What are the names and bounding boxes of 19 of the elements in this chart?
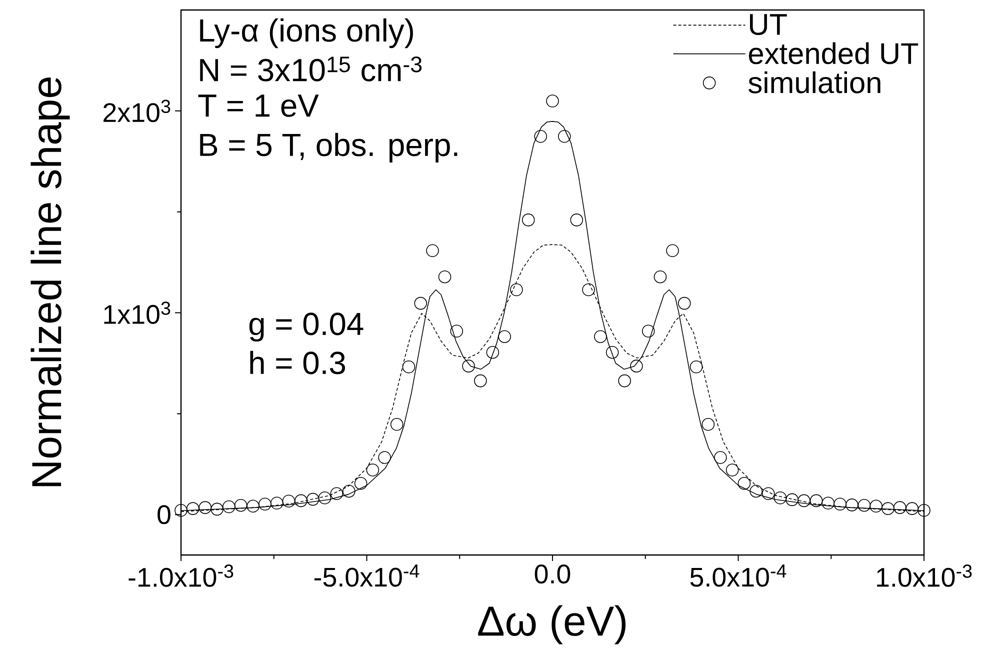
annotation: N = 3x10$^{15}$ cm$^{-3}$ [200,56,422,82]
annotation: g = 0.04 [249,312,364,342]
legend-label: UT [750,14,787,36]
x-tick-label: -5.0x10$^{-4}$ [314,564,420,587]
y-tick-label: 0 [158,505,170,524]
annotation: Ly-α (ions only) [200,18,413,48]
legend-label: extended UT [748,42,918,64]
y-tick-label: 1x10$^{3}$ [104,302,170,324]
y-axis-title: Normalized line shape [30,77,70,486]
x-axis-title: Δω (eV) [478,605,626,644]
x-tick-label: 5.0x10$^{-4}$ [690,564,786,587]
x-tick-label: 0.0 [534,564,570,584]
annotation: B = 5 T, obs. perp. [200,132,458,163]
legend-label: simulation [748,71,880,94]
x-tick-label: -1.0x10$^{-3}$ [128,564,234,587]
annotation: T = 1 eV [198,94,319,117]
x-tick-label: 1.0x10$^{-3}$ [877,564,972,587]
y-tick-label: 2x10$^{3}$ [104,100,170,122]
annotation: h = 0.3 [250,350,346,374]
